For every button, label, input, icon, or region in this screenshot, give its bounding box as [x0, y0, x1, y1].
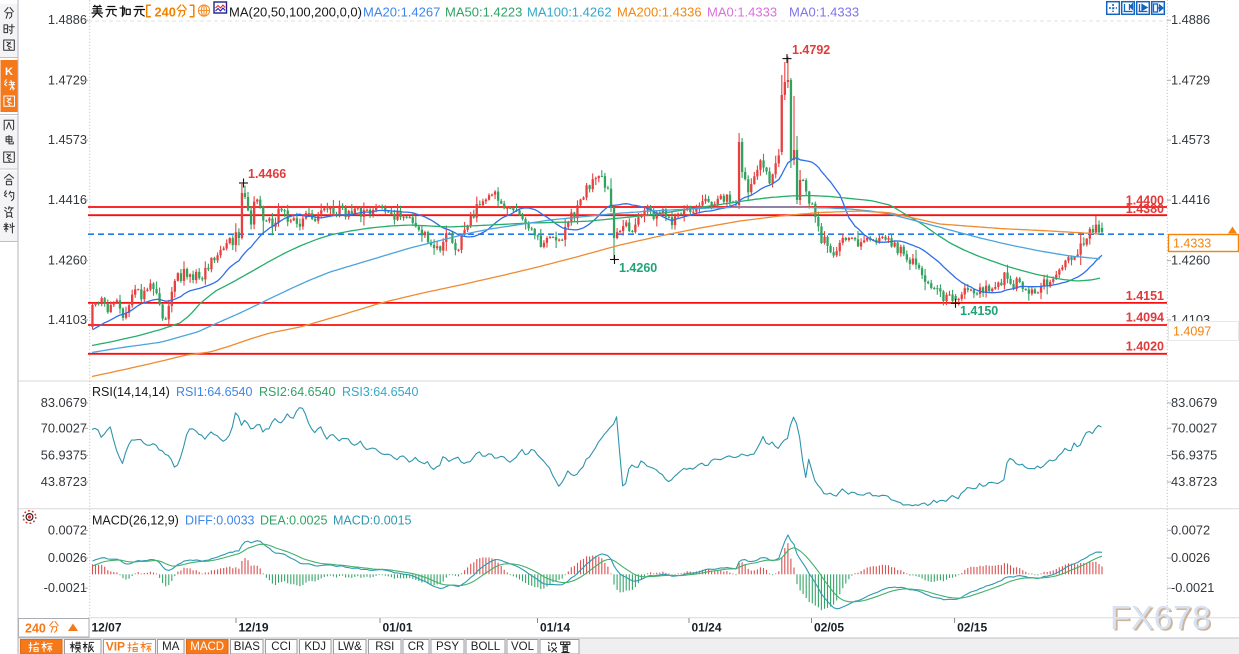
svg-text:01/01: 01/01 [383, 621, 413, 635]
svg-text:43.8723: 43.8723 [1171, 474, 1217, 489]
svg-text:1.4573: 1.4573 [1171, 132, 1210, 147]
svg-text:1.4886: 1.4886 [48, 12, 87, 27]
svg-text:0.0072: 0.0072 [1171, 522, 1210, 537]
svg-text:01/24: 01/24 [692, 621, 722, 635]
svg-text:0.0026: 0.0026 [1171, 550, 1210, 565]
svg-text:240: 240 [25, 622, 46, 636]
svg-text:DIFF:0.0033: DIFF:0.0033 [185, 514, 255, 528]
svg-text:1.4400: 1.4400 [1126, 193, 1164, 207]
svg-text:RSI3:64.6540: RSI3:64.6540 [342, 385, 418, 399]
svg-text:K: K [5, 66, 13, 78]
svg-text:56.9375: 56.9375 [41, 448, 87, 463]
svg-text:1.4416: 1.4416 [1171, 192, 1210, 207]
svg-text:VOL: VOL [511, 641, 535, 653]
svg-text:FX678: FX678 [1112, 602, 1213, 639]
svg-text:MACD:0.0015: MACD:0.0015 [333, 514, 412, 528]
svg-text:1.4573: 1.4573 [48, 132, 87, 147]
svg-text:1.4260: 1.4260 [48, 253, 87, 268]
svg-text:LW&: LW& [338, 641, 362, 653]
svg-text:MA0:1.4333: MA0:1.4333 [707, 5, 777, 20]
svg-text:MA20:1.4267: MA20:1.4267 [363, 5, 440, 20]
svg-text:MA: MA [162, 641, 180, 653]
svg-text:0.0026: 0.0026 [48, 550, 87, 565]
svg-text:12/19: 12/19 [239, 621, 269, 635]
svg-text:02/15: 02/15 [957, 621, 987, 635]
svg-text:1.4103: 1.4103 [48, 312, 87, 327]
svg-text:1.4260: 1.4260 [1171, 253, 1210, 268]
svg-text:1.4466: 1.4466 [248, 167, 286, 181]
svg-text:1.4380: 1.4380 [1126, 202, 1164, 216]
svg-text:1.4150: 1.4150 [960, 304, 998, 318]
svg-text:1.4886: 1.4886 [1171, 12, 1210, 27]
svg-text:BOLL: BOLL [471, 641, 501, 653]
svg-text:VIP: VIP [106, 640, 125, 654]
svg-text:RSI: RSI [375, 641, 394, 653]
svg-text:MA100:1.4262: MA100:1.4262 [527, 5, 612, 20]
svg-text:CR: CR [408, 641, 425, 653]
svg-text:83.0679: 83.0679 [1171, 395, 1217, 410]
svg-text:PSY: PSY [436, 641, 459, 653]
svg-text:-0.0021: -0.0021 [44, 580, 87, 595]
svg-text:MACD(26,12,9): MACD(26,12,9) [92, 514, 179, 528]
svg-text:1.4094: 1.4094 [1126, 311, 1164, 325]
svg-text:BIAS: BIAS [234, 641, 261, 653]
svg-text:RSI2:64.6540: RSI2:64.6540 [259, 385, 335, 399]
svg-text:70.0027: 70.0027 [1171, 420, 1217, 435]
svg-text:RSI(14,14,14): RSI(14,14,14) [92, 385, 170, 399]
svg-text:0.0072: 0.0072 [48, 522, 87, 537]
svg-text:56.9375: 56.9375 [1171, 448, 1217, 463]
svg-text:MA0:1.4333: MA0:1.4333 [789, 5, 859, 20]
svg-text:43.8723: 43.8723 [41, 474, 87, 489]
svg-text:CCI: CCI [271, 641, 291, 653]
svg-text:02/05: 02/05 [814, 621, 844, 635]
svg-text:1.4729: 1.4729 [1171, 72, 1210, 87]
svg-text:MA50:1.4223: MA50:1.4223 [445, 5, 522, 20]
svg-text:MACD: MACD [190, 641, 224, 653]
svg-text:RSI1:64.6540: RSI1:64.6540 [176, 385, 252, 399]
svg-text:1.4260: 1.4260 [619, 261, 657, 275]
svg-text:1.4097: 1.4097 [1173, 325, 1211, 339]
svg-text:83.0679: 83.0679 [41, 395, 87, 410]
svg-text:70.0027: 70.0027 [41, 420, 87, 435]
svg-text:-0.0021: -0.0021 [1171, 580, 1214, 595]
svg-text:1.4792: 1.4792 [792, 43, 830, 57]
svg-text:FX678: FX678 [1110, 600, 1211, 637]
svg-text:01/14: 01/14 [540, 621, 570, 635]
svg-text:KDJ: KDJ [304, 641, 326, 653]
svg-text:1.4416: 1.4416 [48, 192, 87, 207]
svg-text:240: 240 [155, 5, 176, 20]
svg-text:DEA:0.0025: DEA:0.0025 [260, 514, 327, 528]
svg-text:1.4151: 1.4151 [1126, 289, 1164, 303]
svg-text:1.4020: 1.4020 [1126, 340, 1164, 354]
svg-text:MA(20,50,100,200,0,0): MA(20,50,100,200,0,0) [229, 5, 362, 20]
svg-text:1.4333: 1.4333 [1173, 237, 1211, 251]
svg-text:MA200:1.4336: MA200:1.4336 [617, 5, 702, 20]
svg-text:12/07: 12/07 [92, 621, 122, 635]
svg-text:1.4729: 1.4729 [48, 72, 87, 87]
